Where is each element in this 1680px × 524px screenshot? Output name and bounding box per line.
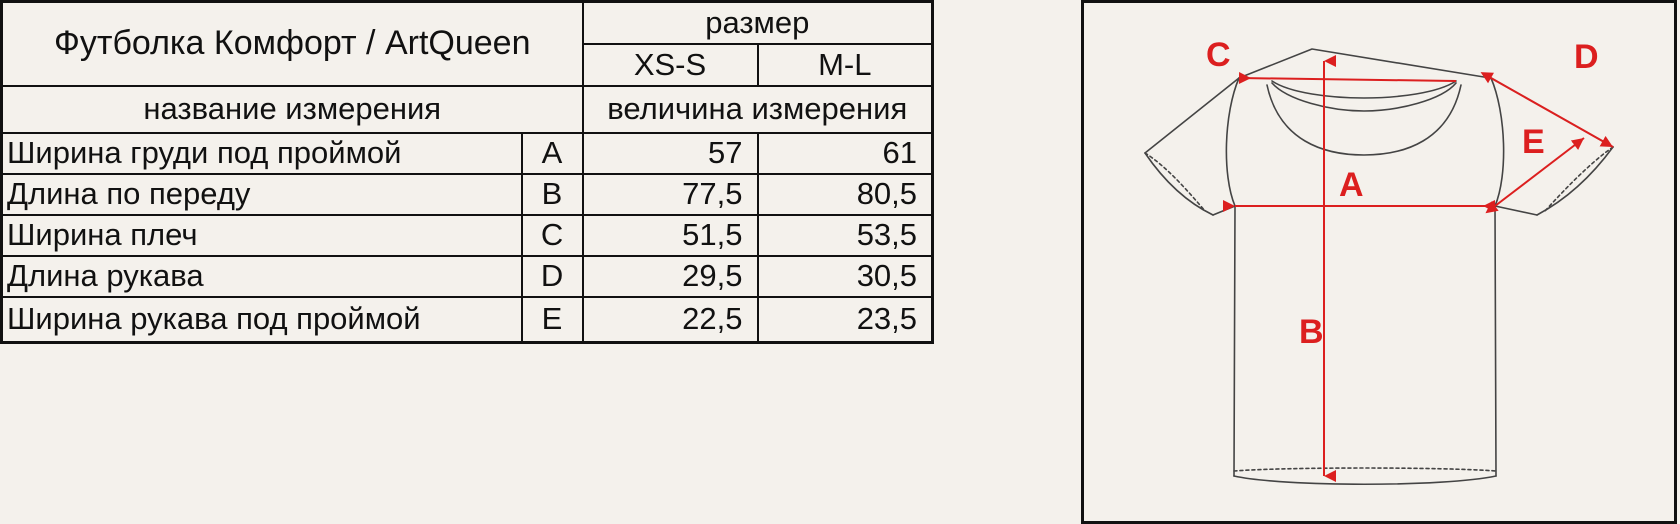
svg-text:E: E: [1522, 123, 1545, 161]
svg-text:B: B: [1299, 313, 1324, 351]
svg-text:C: C: [1206, 36, 1231, 74]
svg-text:A: A: [1339, 166, 1364, 204]
svg-text:D: D: [1574, 38, 1599, 76]
